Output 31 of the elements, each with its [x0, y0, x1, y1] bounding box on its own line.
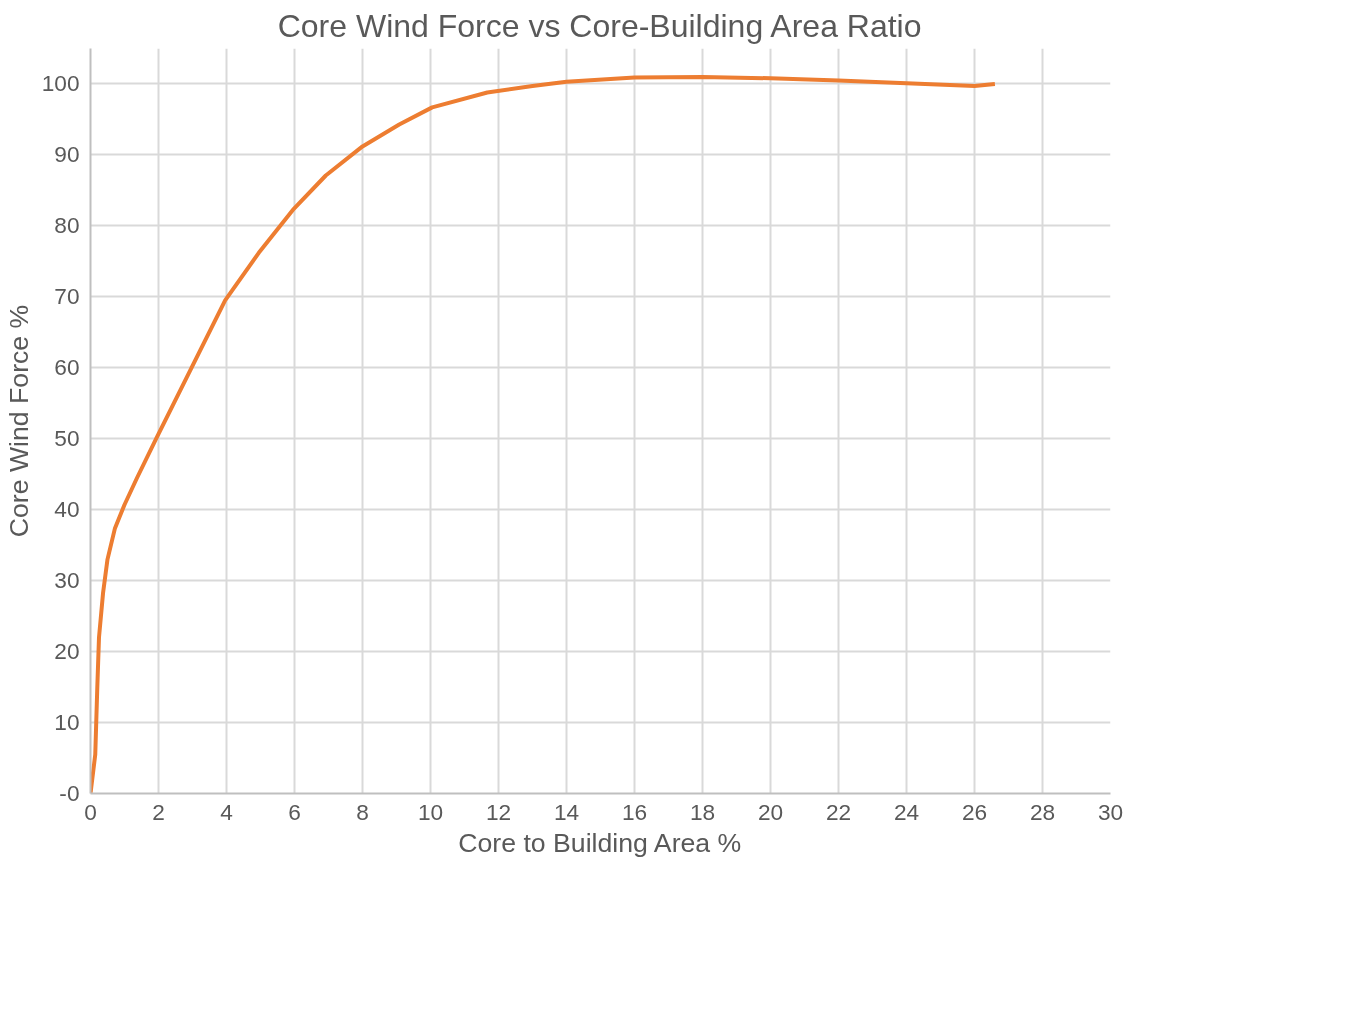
x-tick-label: 30 [1097, 798, 1124, 825]
y-axis-title: Core Wind Force % [3, 304, 34, 538]
y-tick-label: 30 [54, 567, 80, 594]
chart-title: Core Wind Force vs Core-Building Area Ratio [277, 7, 922, 44]
y-tick-label: 80 [54, 212, 80, 239]
x-tick-label: 20 [757, 798, 784, 825]
y-tick-label: 90 [54, 141, 80, 168]
y-tick-label: 100 [41, 70, 80, 97]
x-tick-label: 26 [961, 798, 988, 825]
x-tick-label: 14 [553, 798, 580, 825]
x-tick-label: 22 [825, 798, 852, 825]
line-series [90, 74, 997, 794]
x-tick-label: 2 [152, 798, 165, 825]
y-tick-label: 60 [54, 354, 80, 381]
x-tick-label: 10 [417, 798, 444, 825]
x-tick-label: 4 [220, 798, 233, 825]
x-tick-label: 24 [893, 798, 920, 825]
x-tick-label: 18 [689, 798, 716, 825]
x-axis-title: Core to Building Area % [458, 827, 742, 858]
x-tick-label: 12 [485, 798, 512, 825]
x-tick-label: 6 [288, 798, 301, 825]
y-tick-label: -0 [59, 780, 80, 806]
x-tick-label: 28 [1029, 798, 1056, 825]
y-tick-label: 10 [54, 709, 80, 736]
y-tick-label: 40 [54, 496, 80, 523]
y-tick-label: 70 [54, 283, 80, 310]
y-tick-label: 50 [54, 425, 80, 452]
x-tick-label: 16 [621, 798, 648, 825]
y-tick-label: 20 [54, 638, 80, 665]
x-tick-label: 8 [356, 798, 369, 825]
x-tick-label: 0 [84, 798, 97, 825]
